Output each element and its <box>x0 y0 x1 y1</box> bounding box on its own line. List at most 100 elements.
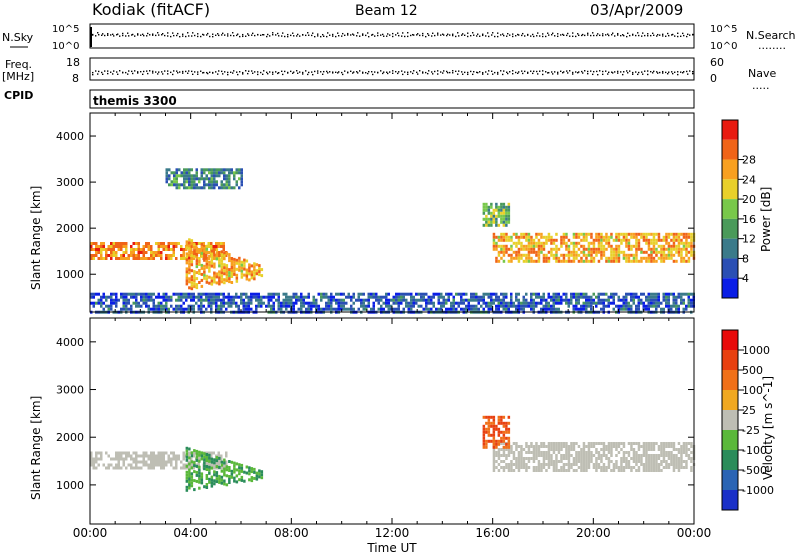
echo-cell <box>217 307 220 311</box>
echo-cell <box>580 457 583 460</box>
echo-cell <box>602 238 606 242</box>
echo-cell <box>687 292 690 296</box>
echo-cell <box>107 248 110 251</box>
echo-cell <box>592 466 596 469</box>
echo-cell <box>410 295 413 299</box>
echo-cell <box>235 468 239 472</box>
echo-cell <box>437 292 440 296</box>
echo-cell <box>190 307 193 311</box>
echo-cell <box>650 238 653 242</box>
echo-cell <box>477 295 480 299</box>
echo-cell <box>127 451 130 455</box>
echo-cell <box>182 254 185 257</box>
echo-cell <box>258 273 261 277</box>
echo-cell <box>97 457 100 461</box>
echo-cell <box>662 460 666 463</box>
echo-cell <box>672 466 676 469</box>
colorbar-tick-label: -1000 <box>742 484 774 497</box>
echo-cell <box>655 307 658 311</box>
echo-cell <box>228 253 231 257</box>
echo-cell <box>178 174 181 178</box>
echo-cell <box>657 238 661 242</box>
echo-cell <box>555 448 558 451</box>
echo-cell <box>490 298 493 302</box>
echo-cell <box>218 279 221 283</box>
colorbar-segment <box>722 258 738 279</box>
echo-cell <box>300 295 303 299</box>
echo-cell <box>645 295 648 299</box>
echo-cell <box>505 220 508 224</box>
echo-cell <box>672 253 676 257</box>
echo-cell <box>645 307 648 311</box>
echo-cell <box>515 241 518 245</box>
freq-trace <box>107 70 109 72</box>
echo-cell <box>235 480 239 484</box>
echo-cell <box>195 301 198 305</box>
echo-cell <box>215 254 219 258</box>
echo-cell <box>620 460 623 463</box>
echo-cell <box>532 250 536 254</box>
freq-trace <box>167 70 169 72</box>
echo-cell <box>635 442 638 445</box>
freq-trace <box>602 70 604 73</box>
echo-cell <box>257 292 260 296</box>
echo-cell <box>218 261 221 265</box>
echo-cell <box>122 251 125 254</box>
echo-cell <box>500 214 503 218</box>
echo-cell <box>217 304 220 308</box>
nsky-trace <box>563 34 565 36</box>
echo-cell <box>532 460 536 463</box>
echo-cell <box>582 445 586 448</box>
echo-cell <box>522 298 525 302</box>
echo-cell <box>178 183 181 187</box>
nsearch-trace <box>112 33 114 36</box>
echo-cell <box>655 247 658 251</box>
echo-cell <box>200 298 203 302</box>
echo-cell <box>542 442 546 445</box>
echo-cell <box>622 307 625 311</box>
echo-cell <box>485 415 488 419</box>
echo-cell <box>672 238 676 242</box>
echo-cell <box>282 292 285 296</box>
freq-trace <box>482 71 484 74</box>
echo-cell <box>430 307 433 311</box>
echo-cell <box>520 256 523 260</box>
echo-cell <box>487 301 490 305</box>
freq-trace <box>308 71 310 74</box>
echo-cell <box>545 445 548 448</box>
nave-trace <box>487 73 489 75</box>
nsky-trace <box>155 34 157 37</box>
echo-cell <box>550 298 553 302</box>
echo-cell <box>387 304 390 308</box>
echo-cell <box>235 267 239 271</box>
echo-cell <box>225 460 228 464</box>
echo-cell <box>415 292 418 296</box>
echo-cell <box>307 295 310 299</box>
nsky-trace <box>452 34 454 37</box>
echo-cell <box>255 298 258 302</box>
echo-cell <box>225 267 229 271</box>
echo-cell <box>485 217 488 221</box>
nsky-trace <box>380 34 382 36</box>
echo-cell <box>515 232 518 236</box>
echo-cell <box>530 442 533 445</box>
echo-cell <box>647 445 651 448</box>
echo-cell <box>662 259 666 263</box>
echo-cell <box>200 263 204 267</box>
echo-cell <box>570 250 573 254</box>
echo-cell <box>552 469 556 472</box>
freq-trace <box>320 71 322 73</box>
echo-cell <box>482 424 486 428</box>
nsky-trace <box>179 35 181 38</box>
echo-cell <box>397 298 400 302</box>
echo-cell <box>512 232 516 236</box>
freq-trace <box>542 70 544 72</box>
freq-panel <box>89 57 695 81</box>
echo-cell <box>595 238 598 242</box>
echo-cell <box>500 217 503 221</box>
nsky-trace <box>401 35 403 37</box>
nave-trace <box>432 73 434 75</box>
echo-cell <box>297 295 300 299</box>
echo-cell <box>223 171 226 175</box>
echo-cell <box>645 298 648 302</box>
